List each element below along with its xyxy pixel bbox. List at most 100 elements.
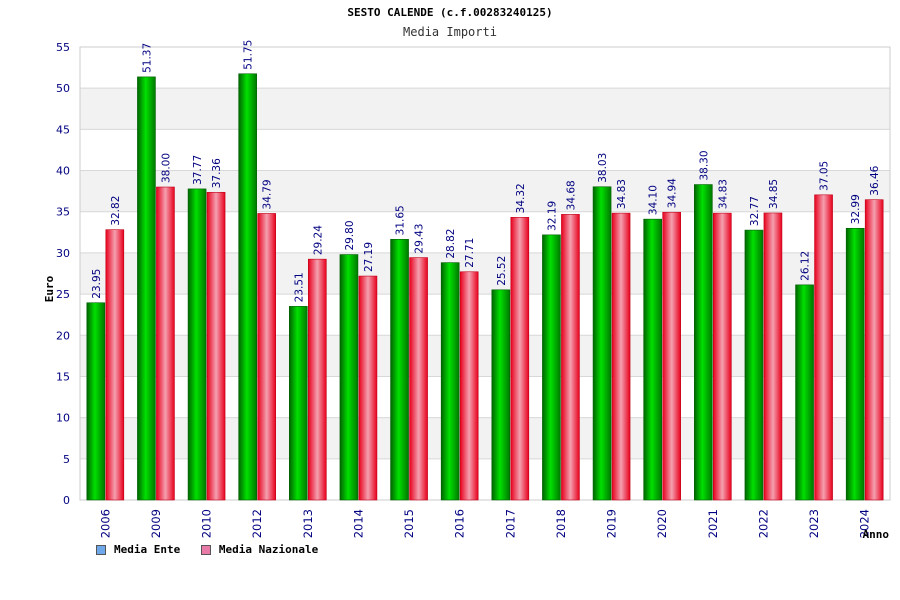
x-tick-label: 2013 [301,509,315,538]
x-tick-label: 2023 [807,509,821,538]
plot-frame [79,46,891,501]
x-tick-label: 2014 [351,509,365,538]
bar-media-ente-2014 [339,254,359,501]
x-tick-label: 2022 [756,509,770,538]
bar-media-ente-2022 [744,229,764,501]
bar-media-ente-2012 [238,73,257,501]
legend-item-media-ente: Media Ente [96,543,180,556]
x-tick-label: 2019 [605,509,619,538]
bar-media-nazionale-2016 [459,271,479,501]
data-label: 38.30 [698,150,710,180]
x-axis-label: Anno [863,528,890,541]
bar-media-nazionale-2006 [105,229,125,501]
data-label: 37.36 [211,158,223,188]
bar-media-nazionale-2010 [206,191,226,501]
y-tick-label: 45 [56,123,70,136]
data-label: 38.03 [597,153,609,183]
bar-media-nazionale-2021 [713,212,732,501]
x-tick-label: 2016 [453,509,467,538]
y-tick-label: 55 [56,41,70,54]
y-tick-label: 10 [56,412,70,425]
y-tick-label: 35 [56,206,70,219]
bar-media-ente-2010 [187,188,207,501]
bar-media-ente-2009 [137,76,156,501]
legend-swatch-media-ente [96,544,106,555]
bar-media-ente-2021 [694,184,713,501]
bar-media-ente-2018 [542,234,561,501]
chart-subtitle: Media Importi [403,25,497,39]
bar-media-ente-2023 [795,284,814,501]
bar-media-nazionale-2023 [814,194,833,501]
bar-media-nazionale-2015 [409,257,428,501]
data-label: 34.68 [565,180,577,210]
bar-media-ente-2013 [289,306,308,501]
data-label: 31.65 [395,205,407,235]
y-tick-label: 20 [56,329,70,342]
data-label: 23.95 [91,269,103,299]
bar-media-ente-2016 [440,262,460,501]
background-band [80,88,890,130]
x-tick-label: 2020 [655,509,669,538]
bar-media-nazionale-2019 [611,212,631,501]
x-tick-label: 2006 [98,509,112,538]
y-tick-label: 40 [56,165,70,178]
bar-media-nazionale-2017 [510,217,530,501]
data-label: 23.51 [293,272,305,302]
data-label: 32.77 [749,196,761,226]
x-tick-label: 2021 [706,509,720,538]
y-tick-label: 30 [56,247,70,260]
data-label: 32.99 [850,194,862,224]
bar-media-nazionale-2022 [763,212,783,501]
bar-media-ente-2024 [845,227,865,501]
legend-label-media-nazionale: Media Nazionale [218,543,319,556]
data-label: 34.83 [616,179,628,209]
data-label: 29.43 [414,224,426,254]
data-label: 34.79 [262,179,274,209]
bar-media-nazionale-2013 [308,258,327,501]
y-tick-label: 0 [63,494,70,507]
legend-swatch-media-nazionale [200,544,211,555]
data-label: 27.71 [464,238,476,268]
data-label: 51.37 [141,43,153,73]
legend: Media Ente Media Nazionale [96,543,332,558]
data-label: 34.83 [717,179,729,209]
y-tick-label: 25 [56,288,70,301]
chart-title: SESTO CALENDE (c.f.00283240125) [347,6,553,19]
x-tick-label: 2012 [250,509,264,538]
bar-media-nazionale-2009 [156,186,175,501]
bar-media-nazionale-2014 [358,275,378,501]
data-label: 27.19 [363,242,375,272]
y-tick-label: 15 [56,370,70,383]
data-label: 51.75 [243,40,255,70]
data-label: 34.10 [648,185,660,215]
x-tick-label: 2015 [402,509,416,538]
x-tick-label: 2009 [149,509,163,538]
data-label: 32.19 [546,201,558,231]
bar-media-nazionale-2018 [561,214,580,501]
data-label: 29.80 [344,220,356,250]
background-band [80,129,890,171]
legend-item-media-nazionale: Media Nazionale [200,543,319,556]
data-label: 34.85 [768,179,780,209]
data-label: 34.32 [515,183,527,213]
legend-label-media-ente: Media Ente [114,543,181,556]
bar-media-ente-2020 [643,218,662,501]
bar-media-nazionale-2020 [662,211,681,501]
bar-media-nazionale-2024 [864,199,884,501]
data-label: 26.12 [800,251,812,281]
y-tick-label: 5 [63,453,70,466]
data-label: 29.24 [312,225,324,255]
data-label: 32.82 [110,196,122,226]
data-label: 37.77 [192,155,204,185]
x-tick-label: 2018 [554,509,568,538]
x-tick-label: 2024 [858,509,872,538]
data-label: 36.46 [869,165,881,195]
data-label: 34.94 [667,178,679,208]
bar-media-ente-2006 [86,302,106,501]
x-tick-label: 2017 [503,509,517,538]
bar-media-ente-2017 [491,289,511,501]
data-label: 37.05 [819,161,831,191]
data-label: 28.82 [445,229,457,259]
x-tick-label: 2010 [200,509,214,538]
